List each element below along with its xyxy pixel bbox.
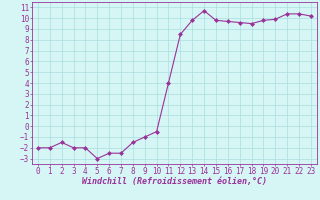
X-axis label: Windchill (Refroidissement éolien,°C): Windchill (Refroidissement éolien,°C): [82, 177, 267, 186]
